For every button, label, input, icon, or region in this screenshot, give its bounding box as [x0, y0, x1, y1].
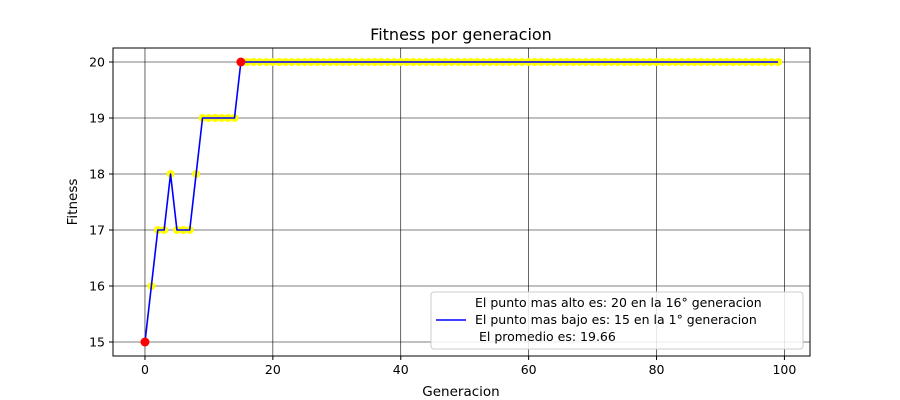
plot-frame	[112, 47, 811, 357]
x-tick-label: 20	[265, 362, 281, 377]
legend-entry-min: El punto mas bajo es: 15 en la 1° genera…	[475, 312, 757, 327]
axis-ticks: 0 20 40 60 80 100 15 16 17 18 19 20	[89, 55, 796, 378]
legend: El punto mas alto es: 20 en la 16° gener…	[430, 291, 804, 350]
legend-entry-max: El punto mas alto es: 20 en la 16° gener…	[475, 295, 762, 310]
chart-title: Fitness por generacion	[370, 25, 552, 44]
y-tick-label: 18	[89, 167, 105, 182]
y-tick-label: 16	[89, 279, 105, 294]
legend-box	[430, 291, 804, 350]
fitness-line	[144, 61, 779, 343]
y-tick-label: 15	[89, 335, 105, 350]
x-tick-label: 100	[772, 362, 796, 377]
y-tick-label: 17	[89, 223, 105, 238]
y-tick-label: 19	[89, 111, 105, 126]
y-tick-label: 20	[89, 55, 105, 70]
x-axis-title: Generacion	[422, 384, 499, 400]
plot-series	[140, 57, 783, 347]
y-axis-title: Fitness	[65, 179, 81, 226]
x-tick-label: 0	[141, 362, 149, 377]
highlight-point-min	[140, 337, 150, 347]
highlight-point-max	[236, 57, 246, 67]
legend-entry-average: El promedio es: 19.66	[475, 329, 616, 344]
x-tick-label: 60	[521, 362, 537, 377]
x-tick-label: 40	[393, 362, 409, 377]
x-tick-label: 80	[649, 362, 665, 377]
